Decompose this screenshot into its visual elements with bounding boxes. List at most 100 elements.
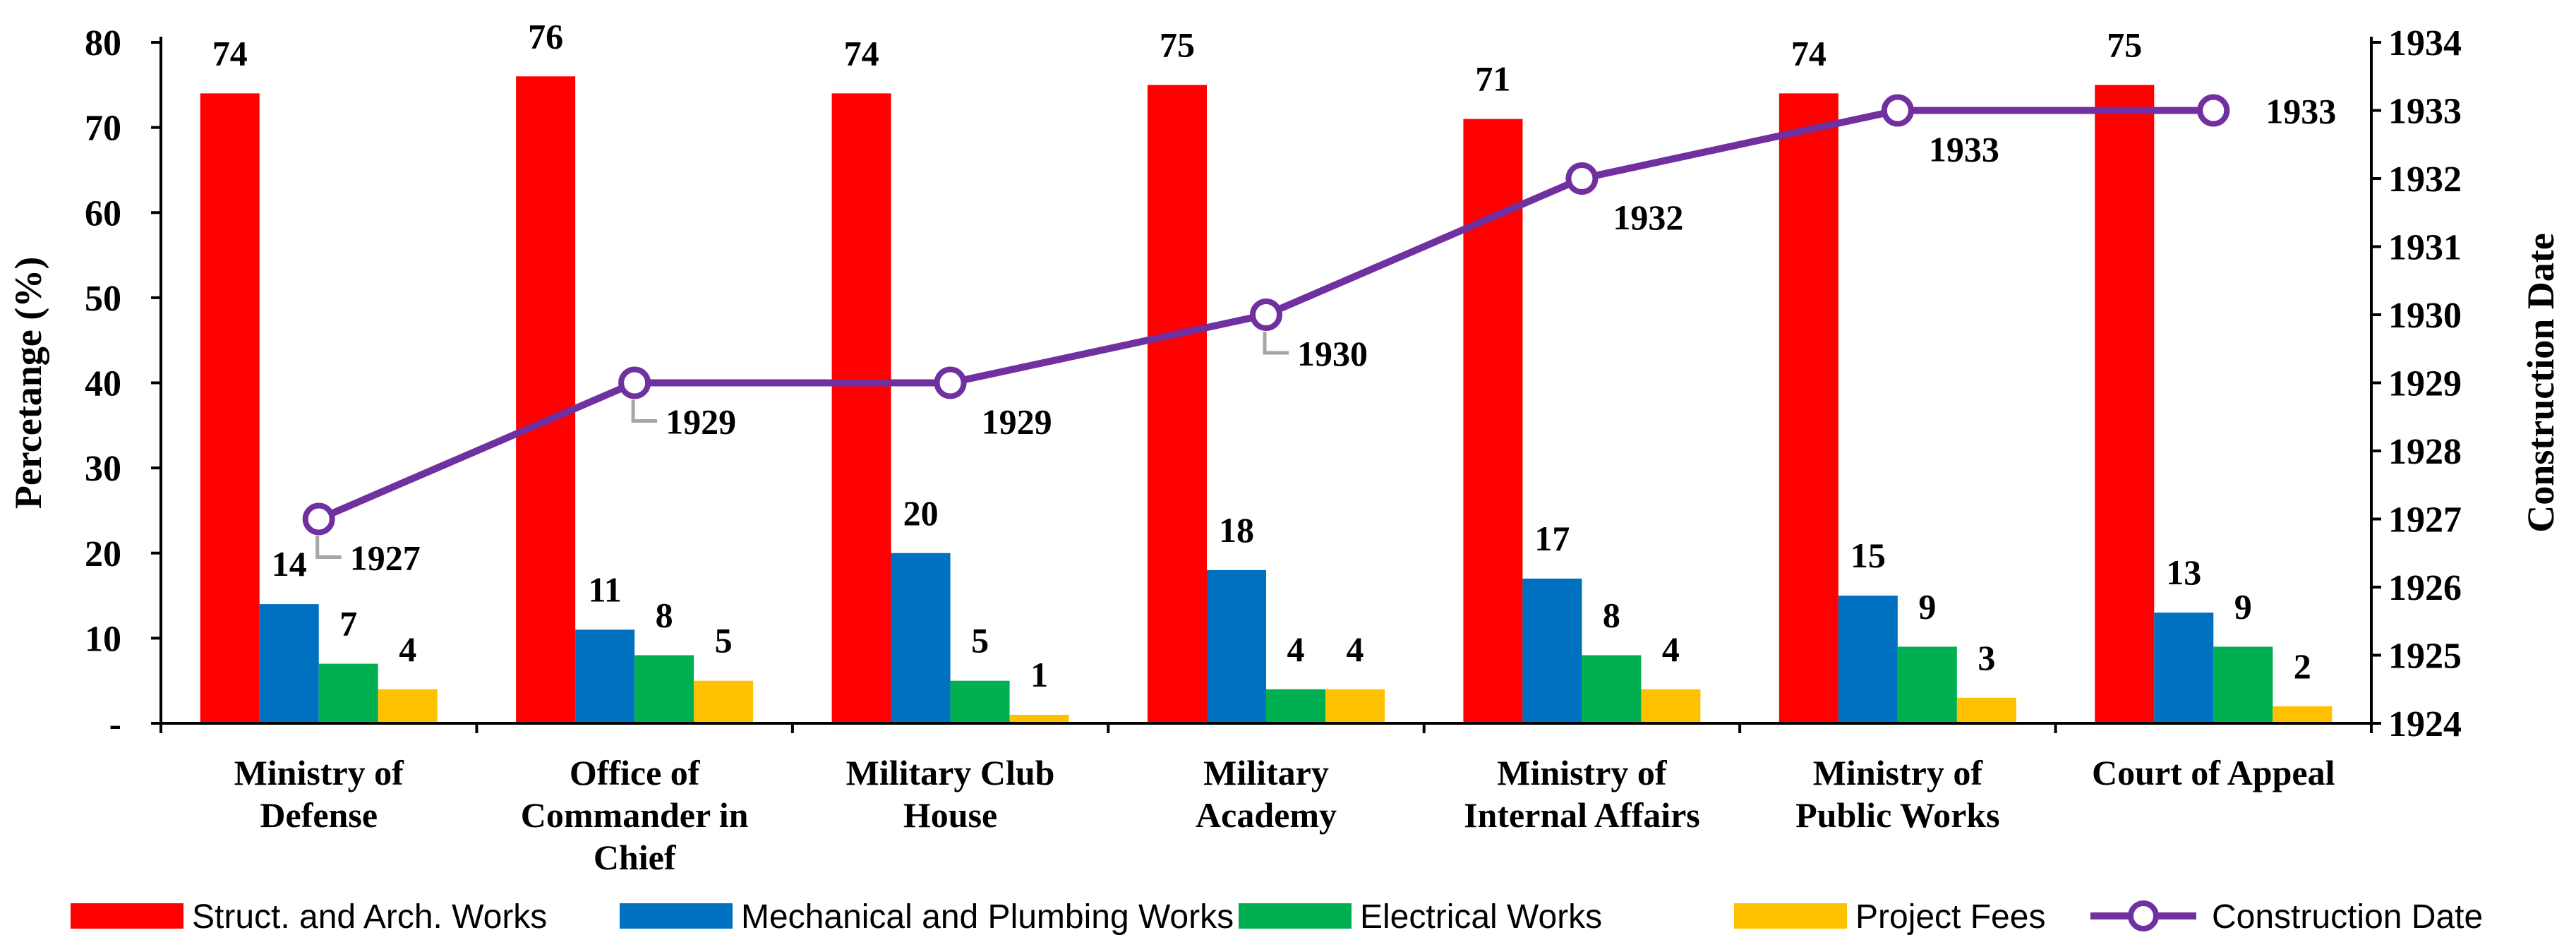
y-right-tick-label: 1927 xyxy=(2388,500,2462,541)
bar xyxy=(2273,706,2333,723)
bar-value-label: 3 xyxy=(1978,638,1995,677)
y-left-tick-label: 80 xyxy=(85,23,121,64)
axes-layer: -102030405060708019241925192619271928192… xyxy=(7,23,2562,877)
bar xyxy=(378,689,438,723)
y-left-tick-label: - xyxy=(109,704,121,744)
line-value-label: 1929 xyxy=(982,402,1052,442)
bar xyxy=(1897,646,1957,723)
bar xyxy=(1582,655,1642,723)
bar-value-label: 2 xyxy=(2294,646,2311,686)
bar xyxy=(575,629,635,723)
bar xyxy=(1522,578,1582,723)
legend: Struct. and Arch. Works Mechanical and Pl… xyxy=(71,898,2483,936)
line-point xyxy=(302,502,335,536)
y-right-tick-label: 1933 xyxy=(2388,92,2462,132)
bar xyxy=(634,655,694,723)
x-tick-label: Military Club House xyxy=(846,753,1055,835)
bar-value-label: 9 xyxy=(2234,586,2252,626)
bar xyxy=(1838,596,1898,723)
bar xyxy=(2095,85,2155,723)
y-left-tick-label: 30 xyxy=(85,449,121,489)
legend-label: Construction Date xyxy=(2212,898,2483,936)
line-value-label: 1929 xyxy=(666,402,736,442)
bar xyxy=(831,93,891,723)
y-right-tick-label: 1924 xyxy=(2388,704,2462,744)
line-point xyxy=(1881,94,1914,127)
bar-value-label: 75 xyxy=(2107,25,2142,64)
bar-value-label: 71 xyxy=(1475,59,1510,99)
bar-value-label: 76 xyxy=(528,16,563,56)
legend-swatch xyxy=(620,903,733,929)
leader-line xyxy=(1263,332,1289,355)
bar-value-label: 7 xyxy=(339,604,357,644)
line-point xyxy=(2197,94,2230,127)
y-right-tick-label: 1934 xyxy=(2388,23,2462,64)
bar xyxy=(1009,714,1069,723)
bar xyxy=(1148,85,1207,723)
bar xyxy=(891,553,951,723)
bar xyxy=(259,604,319,723)
bar-value-label: 8 xyxy=(1603,596,1620,635)
x-tick-label: Ministry of Defense xyxy=(234,753,405,835)
bar-value-label: 75 xyxy=(1160,25,1195,64)
bars-layer xyxy=(200,76,2333,723)
bar-value-label: 8 xyxy=(656,596,673,635)
line-value-label: 1927 xyxy=(350,538,421,578)
y-right-tick-label: 1925 xyxy=(2388,637,2462,677)
bar-value-label: 74 xyxy=(212,33,248,73)
x-tick-label: Office of Commander in Chief xyxy=(521,753,749,877)
y-left-tick-label: 10 xyxy=(85,619,121,659)
y-right-tick-label: 1929 xyxy=(2388,364,2462,404)
line-value-label: 1933 xyxy=(2265,92,2336,131)
bar-value-label: 17 xyxy=(1534,519,1570,558)
legend-label: Project Fees xyxy=(1855,898,2045,936)
line-layer xyxy=(302,94,2230,559)
x-tick-label: Military Academy xyxy=(1196,753,1337,835)
line-value-label: 1930 xyxy=(1297,334,1368,373)
legend-swatch xyxy=(1734,903,1847,929)
bar-value-label: 5 xyxy=(971,621,989,661)
bar xyxy=(516,76,576,723)
y-axis-title: Percetange (%) xyxy=(7,257,49,509)
bar xyxy=(1207,569,1266,723)
bar-value-label: 9 xyxy=(1918,586,1936,626)
bar-value-label: 15 xyxy=(1850,536,1886,575)
y-left-tick-label: 50 xyxy=(85,279,121,319)
y-left-tick-label: 70 xyxy=(85,109,121,149)
y2-axis-title: Construction Date xyxy=(2520,233,2562,532)
y-right-tick-label: 1928 xyxy=(2388,432,2462,472)
line-point xyxy=(1565,162,1599,195)
legend-swatch xyxy=(1239,903,1352,929)
bar xyxy=(200,93,260,723)
bar xyxy=(1956,697,2016,723)
bar xyxy=(2213,646,2273,723)
bar-value-label: 18 xyxy=(1219,510,1254,550)
bar-value-label: 74 xyxy=(1791,33,1826,73)
line-point xyxy=(1250,298,1282,331)
bar-value-label: 11 xyxy=(589,569,622,609)
bar xyxy=(318,663,378,723)
bar xyxy=(950,680,1010,723)
bar-value-label: 14 xyxy=(272,544,307,584)
bar xyxy=(1266,689,1325,723)
y-right-tick-label: 1932 xyxy=(2388,159,2462,200)
bar xyxy=(1778,93,1838,723)
legend-label: Struct. and Arch. Works xyxy=(192,898,547,936)
bar-value-label: 5 xyxy=(715,621,733,661)
line-point xyxy=(618,366,651,399)
bar-value-label: 13 xyxy=(2166,553,2201,592)
y-left-tick-label: 20 xyxy=(85,534,121,574)
bar-value-label: 1 xyxy=(1030,655,1048,694)
x-tick-label: Court of Appeal xyxy=(2092,753,2335,792)
legend-swatch xyxy=(71,903,183,929)
bar xyxy=(2154,613,2214,723)
y-left-tick-label: 60 xyxy=(85,193,121,234)
line-point xyxy=(934,366,967,399)
bar xyxy=(694,680,754,723)
y-right-tick-label: 1931 xyxy=(2388,228,2462,268)
bar xyxy=(1641,689,1701,723)
y-right-tick-label: 1930 xyxy=(2388,296,2462,336)
bar-value-label: 4 xyxy=(399,629,416,669)
